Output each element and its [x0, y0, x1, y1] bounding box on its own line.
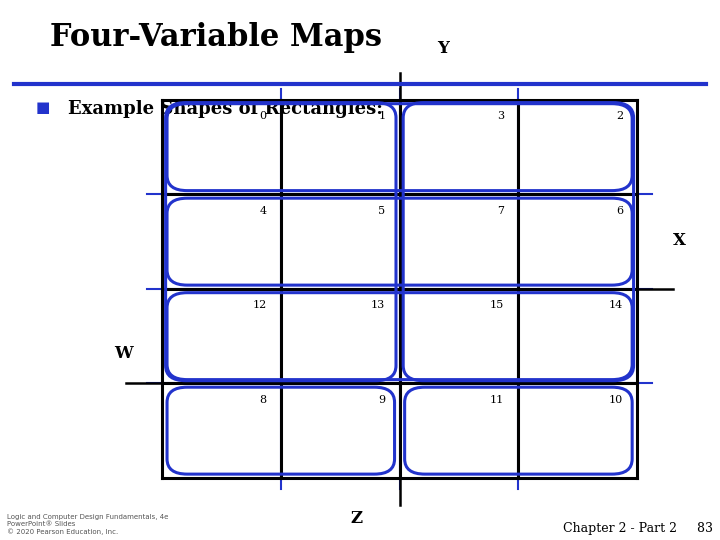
Text: 8: 8	[259, 395, 266, 405]
Text: 13: 13	[371, 300, 385, 310]
Text: 10: 10	[608, 395, 623, 405]
Text: 11: 11	[490, 395, 504, 405]
Text: W: W	[114, 345, 133, 362]
Text: 4: 4	[259, 206, 266, 216]
Text: Four-Variable Maps: Four-Variable Maps	[50, 22, 382, 52]
Text: 7: 7	[497, 206, 504, 216]
Text: 9: 9	[378, 395, 385, 405]
Text: Logic and Computer Design Fundamentals, 4e
PowerPoint® Slides
© 2020 Pearson Edu: Logic and Computer Design Fundamentals, …	[7, 514, 168, 535]
Text: 3: 3	[497, 111, 504, 122]
Text: 12: 12	[252, 300, 266, 310]
Text: 14: 14	[608, 300, 623, 310]
Text: Chapter 2 - Part 2     83: Chapter 2 - Part 2 83	[563, 522, 713, 535]
Text: Example Shapes of Rectangles:: Example Shapes of Rectangles:	[68, 100, 383, 118]
Text: 6: 6	[616, 206, 623, 216]
Text: X: X	[673, 232, 686, 249]
Text: 2: 2	[616, 111, 623, 122]
Text: Z: Z	[351, 510, 362, 527]
Text: ■: ■	[36, 100, 50, 115]
Text: 1: 1	[378, 111, 385, 122]
Text: Y: Y	[437, 40, 449, 57]
Text: 5: 5	[378, 206, 385, 216]
Text: 0: 0	[259, 111, 266, 122]
Text: 15: 15	[490, 300, 504, 310]
